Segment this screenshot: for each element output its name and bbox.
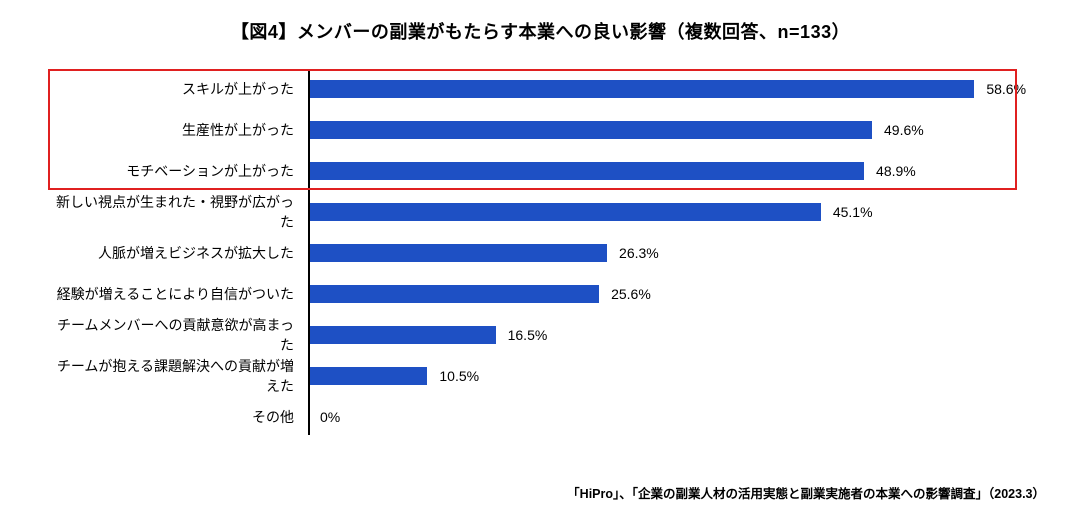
bar xyxy=(308,121,872,139)
chart-row: チームメンバーへの貢献意欲が高まった 16.5% xyxy=(48,314,1013,355)
y-axis-line xyxy=(308,70,310,435)
bar-value: 10.5% xyxy=(439,368,479,384)
source-footer: 「HiPro」、「企業の副業人材の活用実態と副業実施者の本業への影響調査」（20… xyxy=(28,483,1045,502)
bar-label: 経験が増えることにより自信がついた xyxy=(48,284,308,304)
chart-row: モチベーションが上がった 48.9% xyxy=(48,150,1013,191)
chart-row: その他 0% xyxy=(48,396,1013,437)
bar-value: 48.9% xyxy=(876,163,916,179)
bar-value: 0% xyxy=(320,409,340,425)
bar xyxy=(308,203,821,221)
bar xyxy=(308,162,864,180)
bar xyxy=(308,80,974,98)
bar-label: 新しい視点が生まれた・視野が広がった xyxy=(48,192,308,232)
bar-value: 45.1% xyxy=(833,204,873,220)
bar-track: 58.6% xyxy=(308,80,1013,98)
bar-label: スキルが上がった xyxy=(48,79,308,99)
bar-track: 26.3% xyxy=(308,244,1013,262)
bar-track: 45.1% xyxy=(308,203,1013,221)
chart-row: 新しい視点が生まれた・視野が広がった 45.1% xyxy=(48,191,1013,232)
bar-label: チームメンバーへの貢献意欲が高まった xyxy=(48,315,308,355)
bar-track: 0% xyxy=(308,408,1013,426)
bar-label: 生産性が上がった xyxy=(48,120,308,140)
bar xyxy=(308,285,599,303)
bar xyxy=(308,326,496,344)
chart-row: 経験が増えることにより自信がついた 25.6% xyxy=(48,273,1013,314)
bar-label: 人脈が増えビジネスが拡大した xyxy=(48,243,308,263)
bar-track: 48.9% xyxy=(308,162,1013,180)
bar-label: その他 xyxy=(48,407,308,427)
bar-value: 16.5% xyxy=(508,327,548,343)
bar-value: 58.6% xyxy=(986,81,1026,97)
bar-label: チームが抱える課題解決への貢献が増えた xyxy=(48,356,308,396)
bar-track: 16.5% xyxy=(308,326,1013,344)
chart-row: スキルが上がった58.6% xyxy=(48,68,1013,109)
bar-track: 49.6% xyxy=(308,121,1013,139)
chart-area: スキルが上がった58.6% 生産性が上がった 49.6% モチベーションが上がった 48… xyxy=(48,68,1013,461)
chart-title: 【図4】メンバーの副業がもたらす本業への良い影響（複数回答、n=133） xyxy=(28,18,1053,44)
bar xyxy=(308,367,427,385)
bar-label: モチベーションが上がった xyxy=(48,161,308,181)
bar-value: 25.6% xyxy=(611,286,651,302)
chart-row: 生産性が上がった 49.6% xyxy=(48,109,1013,150)
bar-track: 25.6% xyxy=(308,285,1013,303)
bar-track: 10.5% xyxy=(308,367,1013,385)
chart-row: 人脈が増えビジネスが拡大した 26.3% xyxy=(48,232,1013,273)
bar-value: 26.3% xyxy=(619,245,659,261)
bar xyxy=(308,244,607,262)
bar-value: 49.6% xyxy=(884,122,924,138)
chart-row: チームが抱える課題解決への貢献が増えた 10.5% xyxy=(48,355,1013,396)
